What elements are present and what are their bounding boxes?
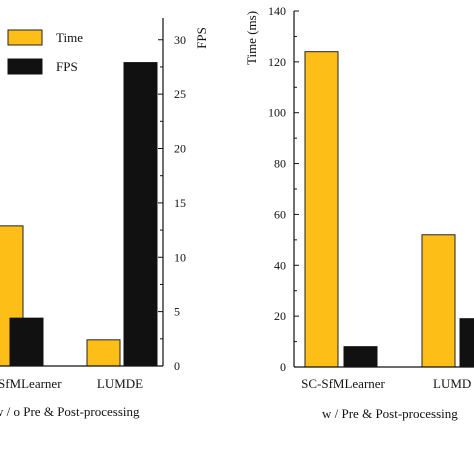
legend-fps-label: FPS [56, 59, 78, 74]
x-axis-label: w / o Pre & Post-processing [0, 404, 140, 419]
y-tick-label: 80 [274, 157, 286, 171]
fps-tick-label: 15 [174, 196, 186, 210]
category-label-1: SfMLearner [0, 376, 62, 391]
category-label-2: LUMDE [97, 376, 143, 391]
bar-time-2 [86, 339, 121, 367]
legend-time-label: Time [56, 30, 83, 45]
fps-tick-label: 5 [174, 305, 180, 319]
fps-tick-label: 0 [174, 359, 180, 373]
bar-fps-2 [459, 318, 474, 368]
left-chart-panel: 0 5 10 15 20 25 30 FPS Time FPS SfMLearner LUMDE w /… [0, 18, 209, 419]
y-tick-label: 60 [274, 207, 286, 221]
fps-tick-label: 30 [174, 33, 186, 47]
bar-time-2 [421, 234, 456, 368]
right-chart-panel: 0 20 40 60 80 100 120 140 Time (ms) SC-SfMLearner… [244, 4, 474, 421]
bar-fps-1 [343, 346, 378, 368]
legend-fps-swatch [7, 58, 43, 75]
y-tick-label: 40 [274, 258, 286, 272]
bar-time-1 [304, 51, 339, 368]
fps-axis-label: FPS [194, 27, 209, 49]
fps-tick-label: 10 [174, 250, 186, 264]
bar-fps-2 [123, 62, 158, 367]
x-axis-label: w / Pre & Post-processing [322, 406, 458, 421]
y-tick-label: 100 [268, 106, 286, 120]
y-tick-label: 0 [280, 360, 286, 374]
legend-time-swatch [7, 29, 43, 46]
y-tick-label: 120 [268, 55, 286, 69]
category-label-1: SC-SfMLearner [301, 376, 385, 391]
y-tick-label: 20 [274, 309, 286, 323]
y-tick-label: 140 [268, 4, 286, 18]
bar-fps-1 [9, 317, 44, 367]
category-label-2: LUMD [433, 376, 471, 391]
y-axis-label: Time (ms) [244, 11, 259, 65]
fps-tick-label: 20 [174, 142, 186, 156]
fps-tick-label: 25 [174, 87, 186, 101]
